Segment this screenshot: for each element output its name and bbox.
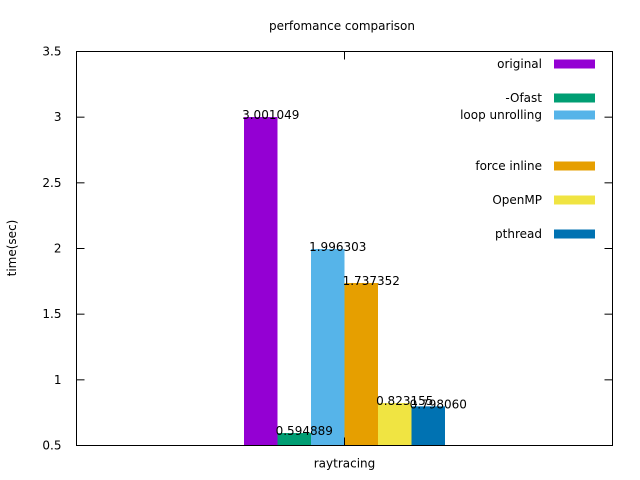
bar-pthread	[411, 406, 445, 446]
bar-loop-unrolling	[311, 248, 345, 446]
y-tick-label: 0.5	[42, 439, 61, 453]
bar-ofast	[277, 433, 311, 446]
legend-label-ofast: -Ofast	[505, 91, 542, 105]
legend-swatch-ofast	[554, 93, 595, 103]
chart-title: perfomance comparison	[269, 19, 415, 33]
y-axis-ticks: 0.5 1 1.5 2 2.5 3 3.5	[42, 45, 613, 453]
bar-openmp	[378, 403, 412, 446]
y-tick-label: 2	[54, 242, 62, 256]
legend-label-pthread: pthread	[495, 227, 542, 241]
value-label-loop-unrolling: 1.996303	[309, 240, 366, 254]
value-label-original: 3.001049	[242, 108, 299, 122]
legend: original -Ofast loop unrolling force inline…	[460, 57, 595, 241]
value-label-force-inline: 1.737352	[343, 274, 400, 288]
y-tick-label: 1	[54, 373, 62, 387]
legend-label-loop-unrolling: loop unrolling	[460, 108, 542, 122]
y-tick-label: 1.5	[42, 307, 61, 321]
x-tick-label: raytracing	[314, 457, 376, 471]
legend-swatch-openmp	[554, 195, 595, 205]
y-axis-label: time(sec)	[5, 220, 19, 277]
value-label-openmp: 0.823155	[376, 394, 433, 408]
x-axis-ticks: raytracing	[314, 51, 376, 471]
y-tick-label: 3	[54, 110, 62, 124]
bar-original	[244, 117, 278, 446]
y-tick-label: 3.5	[42, 45, 61, 59]
legend-label-original: original	[497, 57, 542, 71]
legend-label-openmp: OpenMP	[492, 193, 542, 207]
value-label-ofast: 0.594889	[276, 424, 333, 438]
value-labels-group: 3.001049 0.594889 1.996303 1.737352 0.823155…	[242, 108, 467, 438]
plot-frame	[76, 51, 613, 446]
y-tick-label: 2.5	[42, 176, 61, 190]
legend-swatch-original	[554, 59, 595, 69]
legend-swatch-pthread	[554, 229, 595, 239]
legend-swatch-loop-unrolling	[554, 110, 595, 120]
legend-swatch-force-inline	[554, 161, 595, 171]
legend-label-force-inline: force inline	[475, 159, 542, 173]
value-label-pthread: 0.798060	[410, 397, 467, 411]
bars-group	[244, 117, 445, 446]
bar-force-inline	[344, 282, 378, 446]
